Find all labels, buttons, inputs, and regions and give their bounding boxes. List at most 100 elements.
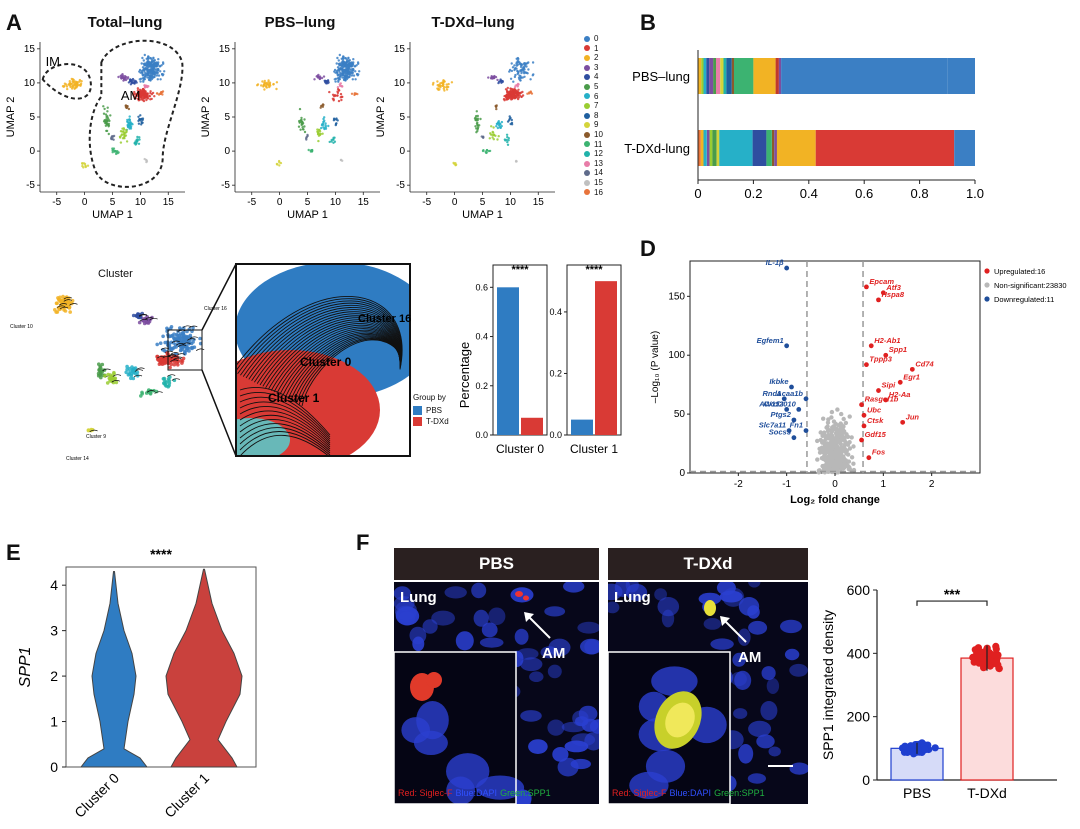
umap-point <box>443 89 446 92</box>
violin-shape <box>80 571 148 768</box>
umap-point <box>111 148 115 151</box>
volcano-gene-label: Ubc <box>867 405 882 414</box>
umap-title-total: Total–lung <box>87 14 163 31</box>
umap-point <box>514 95 517 98</box>
zoom-streamline <box>254 313 401 383</box>
umap-point <box>140 62 143 65</box>
velocity-point <box>187 327 192 332</box>
umap-point <box>436 80 439 83</box>
umap-point <box>119 141 123 144</box>
stacked-bar-segment <box>815 130 955 166</box>
cluster-legend-item: 7 <box>584 101 616 111</box>
volcano-point-up <box>859 437 864 443</box>
caption-green: Green:SPP1 <box>500 788 551 798</box>
percentage-tick-label: 0.6 <box>475 282 488 292</box>
umap-point <box>337 99 341 103</box>
group-legend: Group by PBS T-DXd <box>413 393 449 427</box>
zoom-streamline <box>262 319 401 387</box>
umap-point <box>477 126 480 129</box>
velocity-streamline <box>154 391 163 394</box>
micrograph-pbs: Lung AM Red: Siglec-F Blue:DAPI Green:SPP1 <box>394 582 599 804</box>
umap-x-tick-label: 0 <box>452 197 458 208</box>
umap-point <box>139 71 142 74</box>
umap-point <box>300 118 303 122</box>
umap-point <box>454 163 457 166</box>
umap-point <box>300 116 303 120</box>
umap-point <box>316 74 319 78</box>
umap-point <box>506 140 509 144</box>
umap-point <box>156 92 159 95</box>
cluster-legend-swatch <box>584 112 590 119</box>
umap-point <box>342 55 345 58</box>
volcano-point-down <box>781 396 787 402</box>
umap-point <box>106 120 109 123</box>
umap-point <box>492 138 495 141</box>
umap-cluster-4 <box>497 78 504 85</box>
caption-green: Green:SPP1 <box>714 788 765 798</box>
nucleus-blob <box>394 586 411 601</box>
stacked-bar-segment <box>703 130 707 166</box>
panel-label-a: A <box>6 10 22 35</box>
umap-point <box>144 64 147 67</box>
umap-cluster-12 <box>503 133 510 146</box>
umap-point <box>492 126 495 129</box>
umap-cluster-16 <box>350 92 359 97</box>
umap-x-tick-label: -5 <box>52 197 61 208</box>
umap-point <box>133 90 136 94</box>
velocity-streamline <box>149 317 158 321</box>
velocity-streamline <box>138 313 148 317</box>
velocity-streamline <box>59 306 69 310</box>
umap-point <box>138 78 141 81</box>
umap-point <box>263 82 266 85</box>
volcano-point-nonsig <box>847 414 852 419</box>
velocity-point <box>189 341 194 346</box>
velocity-point <box>67 305 71 309</box>
volcano-point-nonsig <box>851 444 856 449</box>
umap-point <box>504 88 508 91</box>
umap-point <box>153 75 156 79</box>
umap-point <box>509 77 513 80</box>
volcano-point-nonsig <box>845 441 850 447</box>
umap-point <box>156 63 159 66</box>
umap-point <box>507 95 511 98</box>
cluster-legend-swatch <box>584 189 590 196</box>
umap-point <box>347 62 350 65</box>
umap-point <box>521 63 524 66</box>
zoom-streamline <box>239 401 331 442</box>
umap-point <box>487 76 490 79</box>
zoom-streamline <box>239 431 331 456</box>
umap-point <box>111 135 114 138</box>
violin-plot: 0 1 2 3 4 SPP1 **** Cluster 0 Cluster 1 <box>17 546 257 821</box>
umap-point <box>125 140 129 143</box>
velocity-point <box>180 359 185 363</box>
cluster-legend: 0 1 2 3 4 5 6 7 8 9 10 11 12 13 14 15 16 <box>584 34 616 197</box>
velocity-point <box>185 329 189 334</box>
umap-point <box>102 105 105 108</box>
zoom-streamline <box>239 396 331 440</box>
umap-cluster-14 <box>110 134 116 141</box>
umap-point <box>140 117 143 121</box>
umap-point <box>117 151 120 154</box>
panel-label-d: D <box>640 236 656 261</box>
nucleus-blob <box>520 710 542 722</box>
zoom-connector <box>201 263 237 331</box>
umap-point <box>318 130 322 133</box>
umap-point <box>354 92 358 95</box>
umap-point <box>439 82 442 85</box>
umap-cluster-11 <box>481 148 492 155</box>
zoom-label-cluster0: Cluster 0 <box>300 355 352 369</box>
umap-point <box>138 98 141 102</box>
umap-point <box>450 81 454 84</box>
umap-pbs: -5 0 5 10 15 15 10 5 0 -5 UMAP 1 UMAP 2 <box>200 42 380 221</box>
umap-point <box>150 97 153 101</box>
umap-point <box>150 70 153 74</box>
stacked-bar-segment <box>731 58 734 94</box>
umap-point <box>518 74 521 77</box>
volcano-point-up <box>866 455 872 461</box>
umap-point <box>505 133 509 136</box>
volcano-legend-label: Downregulated:11 <box>994 295 1054 304</box>
umap-point <box>124 75 128 79</box>
volcano-point-nonsig <box>826 428 831 434</box>
umap-point <box>439 84 442 88</box>
umap-point <box>319 106 322 109</box>
